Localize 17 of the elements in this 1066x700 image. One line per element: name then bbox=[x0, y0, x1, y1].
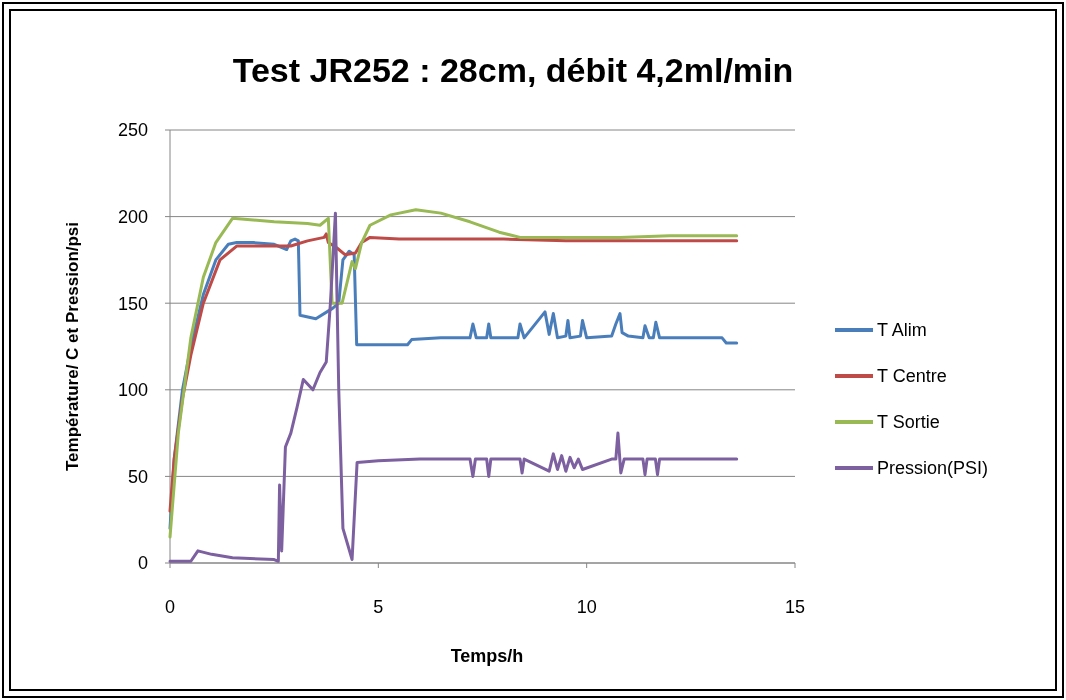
x-axis-title: Temps/h bbox=[450, 646, 524, 666]
y-tick-label: 150 bbox=[117, 293, 148, 314]
x-tick-label: 5 bbox=[373, 597, 384, 617]
legend-label: T Alim bbox=[877, 320, 927, 341]
y-tick-label: 250 bbox=[117, 120, 148, 141]
x-tick-label: 0 bbox=[164, 597, 176, 617]
y-tick-label: 50 bbox=[127, 466, 148, 487]
legend-label: T Centre bbox=[877, 366, 947, 387]
y-tick-label: 200 bbox=[117, 206, 148, 227]
y-axis-title: Température/ C et Pression/psi bbox=[63, 221, 82, 472]
legend-label: T Sortie bbox=[877, 412, 940, 433]
legend-label: Pression(PSI) bbox=[877, 458, 989, 479]
x-tick-label: 15 bbox=[784, 597, 806, 617]
y-tick-label: 0 bbox=[137, 553, 148, 574]
x-tick-label: 10 bbox=[576, 597, 597, 617]
chart-title: Test JR252 : 28cm, débit 4,2ml/min bbox=[232, 51, 794, 89]
y-tick-label: 100 bbox=[117, 380, 148, 401]
